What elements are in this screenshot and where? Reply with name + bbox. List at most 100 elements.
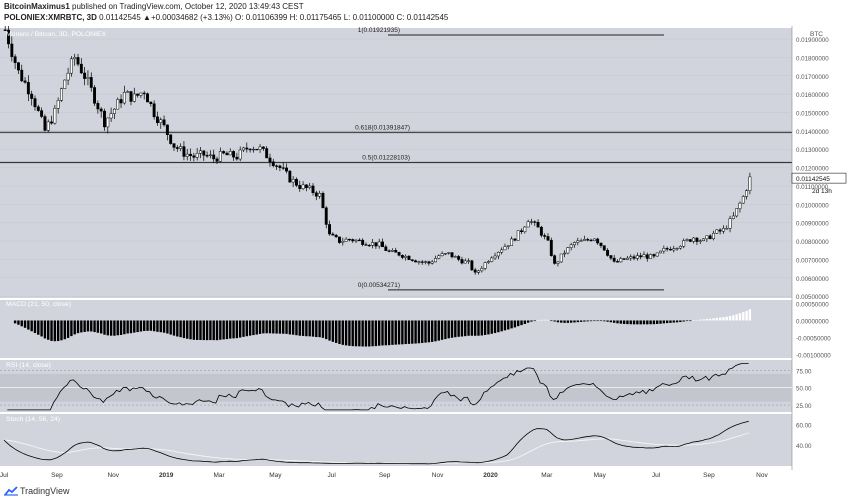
candle-body — [725, 228, 729, 230]
macd-bar — [626, 320, 629, 325]
macd-bar — [116, 320, 119, 336]
candle-body — [387, 250, 391, 252]
macd-bar — [421, 320, 424, 343]
price-tick-label: 0.01000000 — [796, 202, 829, 209]
macd-bar — [242, 320, 245, 337]
candle-body — [79, 63, 83, 74]
chart-canvas[interactable]: 1(0.01921935) 0.618(0.01391847) 0.5(0.0122… — [0, 26, 850, 484]
macd-bar — [629, 320, 632, 325]
macd-bar — [480, 320, 484, 336]
macd-bar — [662, 320, 666, 324]
candle-body — [546, 236, 550, 241]
macd-bar — [291, 320, 295, 335]
candle-body — [89, 77, 93, 88]
author-name[interactable]: BitcoinMaximus1 — [4, 2, 70, 11]
macd-bar — [225, 320, 229, 340]
macd-bar — [215, 320, 219, 341]
macd-bar — [699, 319, 702, 321]
candle-body — [146, 93, 149, 103]
candle-body — [268, 157, 272, 163]
macd-bar — [679, 320, 682, 323]
macd-tick-label: 0.00050000 — [796, 301, 829, 308]
candle-body — [731, 215, 735, 219]
candle-body — [510, 238, 514, 246]
macd-bar — [560, 320, 563, 323]
macd-bar — [189, 320, 192, 340]
macd-bar — [712, 318, 715, 321]
candle-body — [76, 57, 80, 65]
macd-bar — [573, 320, 576, 323]
macd-bar — [530, 320, 533, 322]
price-tick-label: 0.00700000 — [796, 257, 829, 264]
macd-bar — [606, 320, 609, 322]
candle-body — [185, 153, 189, 157]
macd-bar — [642, 320, 646, 325]
macd-bar — [186, 320, 189, 339]
candle-body — [453, 256, 457, 258]
macd-bar — [440, 320, 444, 340]
macd-bar — [156, 320, 159, 332]
tradingview-brand[interactable]: TradingView — [20, 486, 70, 496]
candle-body — [40, 110, 44, 117]
candle-body — [23, 80, 27, 83]
macd-bar — [563, 320, 566, 323]
candle-body — [374, 242, 378, 247]
candle-body — [738, 202, 742, 209]
macd-bar — [70, 320, 73, 337]
candle-body — [745, 190, 749, 197]
macd-bar — [612, 320, 616, 323]
candle-body — [708, 235, 712, 240]
macd-bar — [60, 320, 63, 341]
candle-body — [718, 229, 722, 232]
candle-body — [503, 246, 507, 251]
footer: TradingView — [0, 484, 200, 500]
macd-bar — [80, 320, 83, 333]
candle-body — [467, 260, 471, 262]
price-axis[interactable]: 0.01900000 0.01800000 0.01700000 0.01600000… — [791, 31, 847, 450]
macd-bar — [129, 320, 133, 334]
macd-bar — [40, 320, 43, 337]
macd-bar — [483, 320, 487, 335]
candle-body — [109, 113, 113, 119]
candle-body — [400, 255, 404, 258]
candle-body — [99, 108, 103, 112]
candle-body — [63, 79, 67, 89]
macd-bar — [288, 320, 292, 335]
macd-bar — [315, 320, 318, 338]
macd-bar — [391, 320, 394, 345]
time-axis[interactable]: Jul Sep Nov 2019 Mar May Jul Sep Nov 2020 Mar May Ju… — [0, 472, 768, 479]
macd-bar — [649, 320, 652, 325]
macd-bar — [76, 320, 80, 334]
candle-body — [298, 185, 302, 189]
macd-tick-label: 0.00000000 — [796, 318, 829, 325]
candle-body — [625, 257, 629, 260]
macd-bar — [457, 320, 460, 337]
candle-body — [354, 239, 358, 242]
publish-line: BitcoinMaximus1 published on TradingView… — [4, 2, 304, 11]
rsi-tick-label: 25.00 — [796, 403, 812, 410]
candle-body — [599, 242, 603, 246]
macd-bar — [53, 320, 57, 342]
candle-body — [232, 151, 236, 158]
candle-body — [417, 261, 421, 263]
candle-body — [735, 208, 739, 217]
candle-body — [86, 77, 90, 79]
candle-body — [371, 242, 375, 246]
price-tick-label: 0.01400000 — [796, 129, 829, 136]
macd-bar — [169, 320, 172, 335]
macd-bar — [589, 320, 593, 322]
candle-body — [255, 148, 259, 151]
candle-body — [169, 134, 173, 144]
macd-bar — [311, 320, 315, 337]
fib-retracement[interactable]: 1(0.01921935) 0.618(0.01391847) 0.5(0.0122… — [0, 27, 792, 291]
macd-bar — [96, 320, 100, 333]
candle-body — [3, 29, 7, 31]
candle-body — [632, 256, 636, 259]
macd-bar — [583, 320, 586, 322]
candle-body — [619, 258, 623, 263]
candle-body — [162, 119, 166, 126]
macd-bar — [586, 320, 589, 322]
panel-title: Stoch (14, 56, 24) — [6, 416, 60, 423]
macd-bar — [404, 320, 407, 345]
macd-bar — [619, 320, 623, 324]
